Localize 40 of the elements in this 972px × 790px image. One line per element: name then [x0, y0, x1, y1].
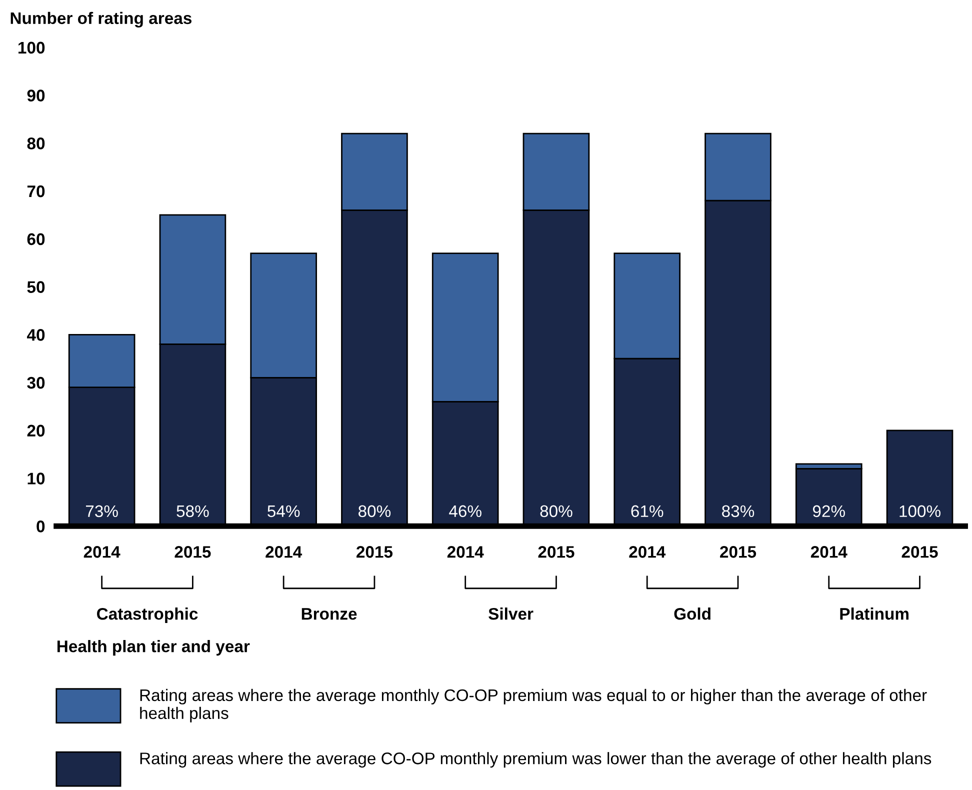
x-tick-label: 2015	[356, 546, 393, 558]
y-tick-label: 10	[28, 472, 45, 484]
x-tick-label: 2014	[447, 546, 484, 558]
y-tick-label: 60	[27, 233, 45, 246]
x-tick-label: 2015	[538, 546, 574, 558]
x-tick-label: 2014	[84, 546, 120, 558]
y-tick-label: 30	[27, 376, 45, 389]
y-tick-label: 40	[26, 329, 45, 341]
y-tick-label: 90	[27, 90, 45, 102]
y-tick-label: 80	[27, 138, 45, 150]
annotation: 83%	[722, 505, 754, 518]
annotation: 73%	[86, 505, 118, 518]
x-tick-label: 2014	[629, 546, 666, 558]
annotation: 80%	[358, 505, 391, 518]
y-tick-label: 20	[27, 424, 45, 437]
x-tick-label: 2014	[266, 546, 302, 558]
x-axis-title: Health plan tier and year	[57, 640, 250, 656]
x-tick-label: 2015	[174, 546, 211, 558]
annotation: 61%	[631, 505, 664, 518]
annotation: 100%	[900, 505, 940, 518]
annotation: 92%	[812, 505, 845, 518]
y-tick-label: 100	[18, 42, 45, 54]
legend-label: Rating areas where the average monthly CO-OP premium was equal to or higher than the average of other health plans	[140, 688, 927, 722]
annotation: 46%	[449, 505, 482, 518]
text: Silver	[488, 608, 534, 620]
x-tick-label: 2015	[902, 546, 938, 558]
y-tick-label: 50	[27, 281, 45, 293]
x-tick-label: 2014	[810, 546, 848, 558]
y-tick-label: 70	[27, 185, 45, 198]
text: Gold	[674, 608, 710, 620]
text: Catastrophic	[97, 608, 198, 624]
text: Platinum	[840, 608, 908, 620]
annotation: 58%	[176, 505, 209, 518]
x-tick-label: 2015	[720, 546, 756, 558]
annotation: 80%	[540, 505, 572, 518]
annotation: 54%	[268, 505, 300, 518]
text: Bronze	[302, 608, 357, 620]
y-tick-label: 0	[36, 520, 45, 532]
y-axis-title: Number of rating areas	[10, 12, 192, 28]
legend-label: Rating areas where the average CO-OP monthly premium was lower than the average of other health plans	[140, 752, 932, 768]
